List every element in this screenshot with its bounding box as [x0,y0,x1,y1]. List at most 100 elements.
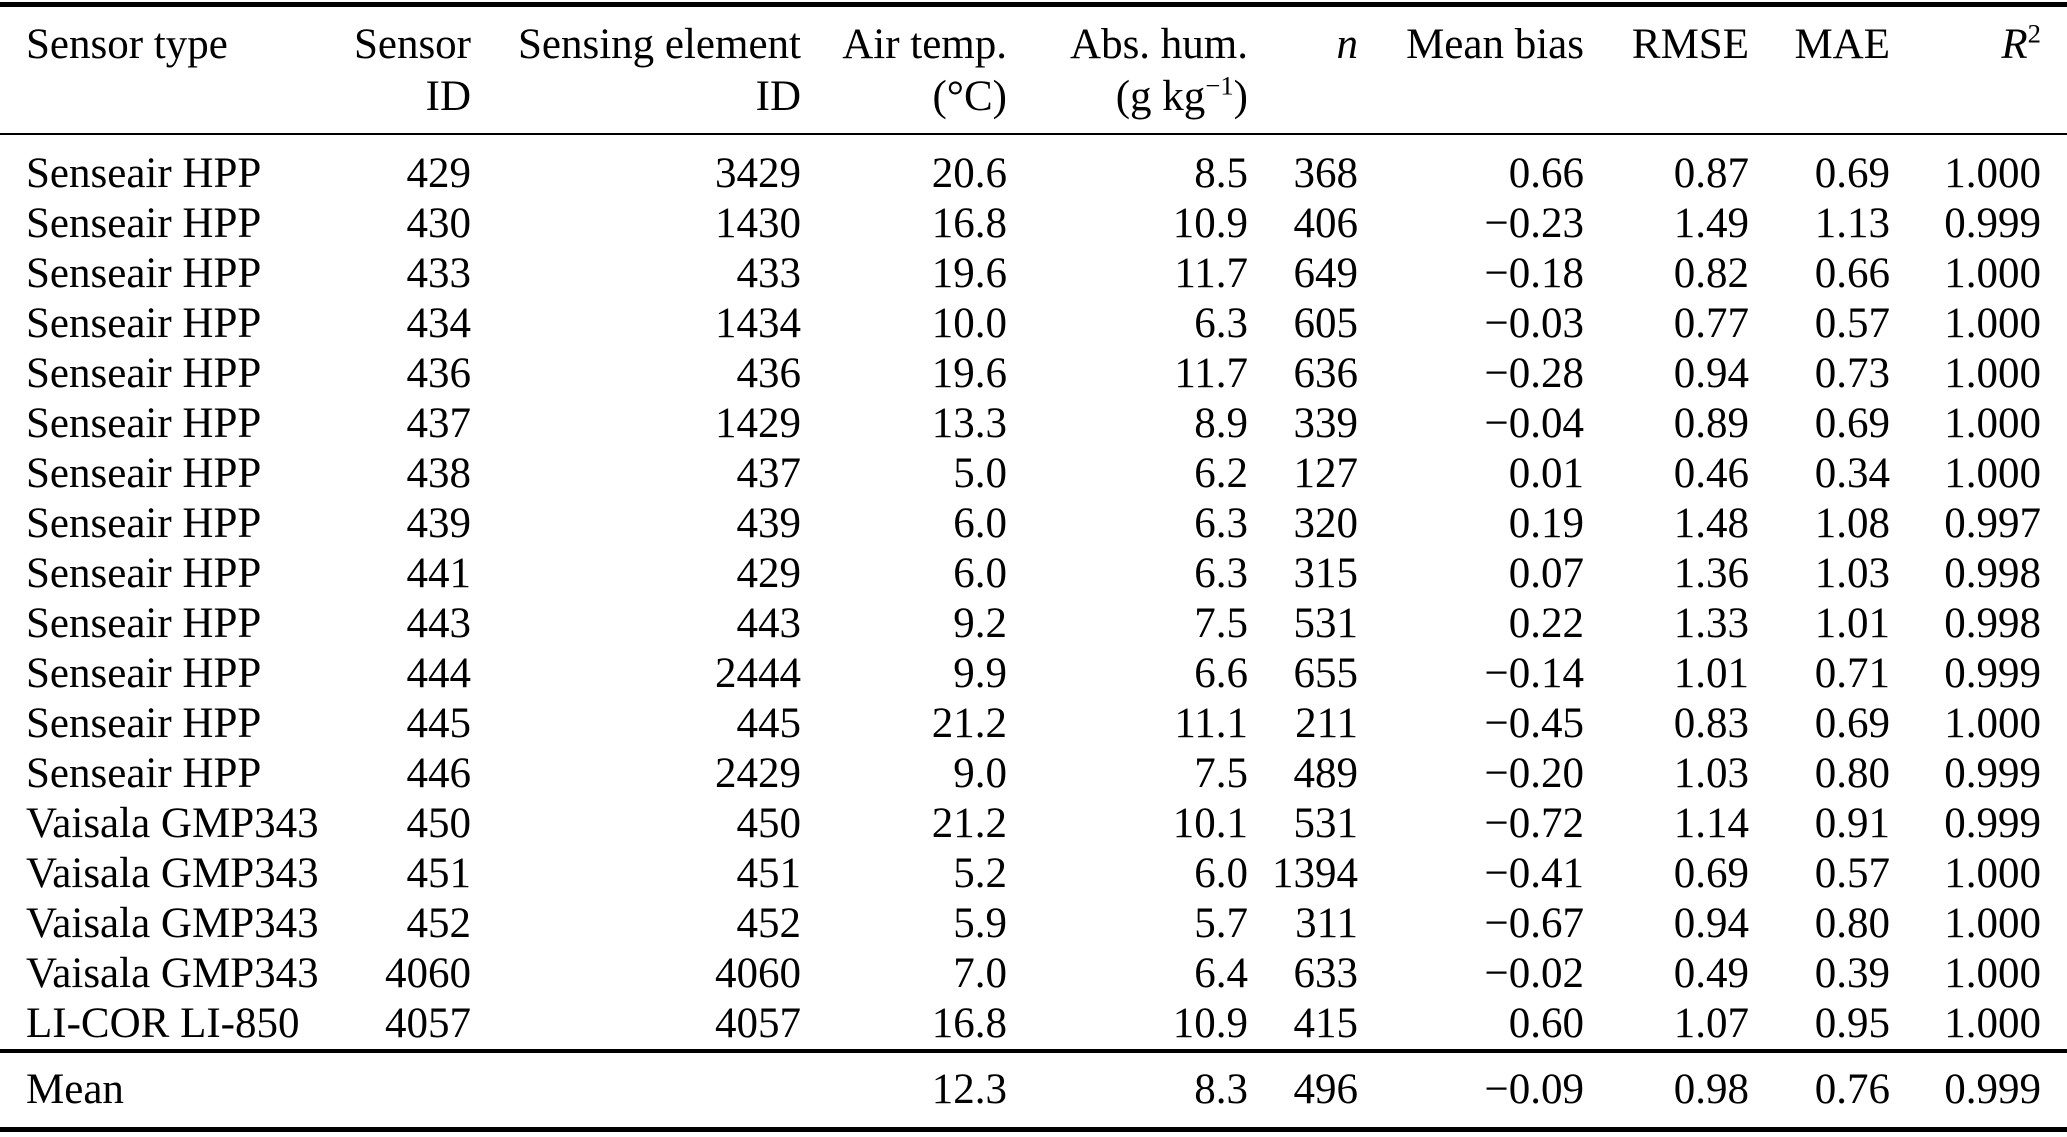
table-row: Senseair HPP 436 436 19.6 11.7 636 −0.28 0.94 0.… [0,349,2067,399]
cell-mean-bias: −0.09 [1358,1049,1584,1130]
cell-mae: 0.57 [1814,300,1890,347]
cell-sensor_type: Senseair HPP [26,200,262,247]
table-row: Vaisala GMP343 450 450 21.2 10.1 531 −0.72 1.14… [0,799,2067,849]
cell-air_temp: 19.6 [931,350,1007,397]
cell-abs_hum: 6.3 [1194,500,1248,547]
header-line1: R2 [1890,19,2041,71]
table-row: Senseair HPP 430 1430 16.8 10.9 406 −0.23 1.49 1… [0,199,2067,249]
cell-r2: 0.999 [1944,200,2041,247]
cell-air_temp: 9.0 [953,750,1007,797]
cell-mae: 0.39 [1814,950,1890,997]
cell-air_temp: 7.0 [953,950,1007,997]
cell-r2: 1.000 [1944,250,2041,297]
cell-mean_bias: 0.19 [1508,500,1584,547]
table-row: Senseair HPP 445 445 21.2 11.1 211 −0.45 0.83 0.… [0,699,2067,749]
header-line1: Abs. hum. [1070,21,1248,68]
cell-mean_bias: −0.02 [1484,950,1584,997]
cell-sensing_element_id: 1430 [715,200,801,247]
table-row: Senseair HPP 441 429 6.0 6.3 315 0.07 1.36 1.03 0… [0,549,2067,599]
cell-rmse: 1.49 [1673,200,1749,247]
cell-sensor_id: 430 [406,200,472,247]
header-line1: RMSE [1631,21,1749,68]
cell-n: 311 [1295,900,1358,947]
header-line1: Sensor type [26,21,228,68]
cell-sensing-element-id [471,1049,801,1130]
cell-rmse: 1.14 [1673,800,1749,847]
cell-mae: 0.66 [1814,250,1890,297]
cell-rmse: 1.48 [1673,500,1749,547]
cell-air_temp: 20.6 [931,150,1007,197]
table-row: Senseair HPP 443 443 9.2 7.5 531 0.22 1.33 1.01 0… [0,599,2067,649]
header-line1: Mean bias [1406,21,1584,68]
cell-sensing_element_id: 2444 [715,650,801,697]
cell-air_temp: 10.0 [931,300,1007,347]
cell-mae: 0.69 [1814,400,1890,447]
cell-sensing_element_id: 436 [736,350,802,397]
cell-abs_hum: 10.9 [1172,1000,1248,1047]
cell-r2: 0.999 [1944,800,2041,847]
cell-mean_bias: −0.41 [1484,850,1584,897]
cell-sensor_id: 4057 [385,1000,471,1047]
cell-rmse: 0.87 [1673,150,1749,197]
cell-air_temp: 5.9 [953,900,1007,947]
cell-sensor_type: Senseair HPP [26,750,262,797]
cell-r2: 1.000 [1944,700,2041,747]
table-row: Senseair HPP 439 439 6.0 6.3 320 0.19 1.48 1.08 0… [0,499,2067,549]
cell-mean_bias: 0.22 [1508,600,1584,647]
cell-sensor_type: Senseair HPP [26,150,262,197]
cell-n: 636 [1293,350,1359,397]
cell-sensing_element_id: 4057 [715,1000,801,1047]
cell-sensor_type: Senseair HPP [26,400,262,447]
table-footer: Mean 12.3 8.3 496 −0.09 0.98 0.76 0.999 [0,1049,2067,1130]
cell-sensing_element_id: 437 [736,450,802,497]
cell-n: 1394 [1272,850,1358,897]
cell-mean-label: Mean [0,1049,345,1130]
cell-abs_hum: 10.1 [1172,800,1248,847]
cell-r2: 0.999 [1944,750,2041,797]
cell-abs_hum: 8.9 [1194,400,1248,447]
col-header-sensing-element-id: Sensing element ID [471,4,801,135]
cell-r2: 0.997 [1944,500,2041,547]
cell-abs_hum: 6.0 [1194,850,1248,897]
cell-abs_hum: 6.2 [1194,450,1248,497]
cell-r2: 0.999 [1944,650,2041,697]
cell-mae: 1.01 [1814,600,1890,647]
cell-n: 320 [1293,500,1359,547]
cell-rmse: 0.49 [1673,950,1749,997]
header-line1: Air temp. [842,21,1007,68]
cell-sensing_element_id: 451 [736,850,802,897]
cell-sensor_type: Vaisala GMP343 [26,800,319,847]
cell-abs_hum: 11.7 [1174,250,1248,297]
cell-r2: 1.000 [1944,300,2041,347]
cell-air_temp: 6.0 [953,500,1007,547]
cell-sensor_type: Senseair HPP [26,700,262,747]
cell-abs_hum: 7.5 [1194,600,1248,647]
cell-rmse: 0.89 [1673,400,1749,447]
cell-rmse: 0.77 [1673,300,1749,347]
cell-sensor_type: Senseair HPP [26,600,262,647]
cell-r2: 1.000 [1944,900,2041,947]
cell-air_temp: 19.6 [931,250,1007,297]
cell-sensor_id: 441 [406,550,472,597]
cell-sensing_element_id: 4060 [715,950,801,997]
cell-rmse: 0.82 [1673,250,1749,297]
cell-abs-hum: 8.3 [1007,1049,1248,1130]
cell-n: 127 [1293,450,1359,497]
cell-r2: 1.000 [1944,1000,2041,1047]
cell-n: 415 [1293,1000,1359,1047]
cell-mae: 0.95 [1814,1000,1890,1047]
cell-n: 489 [1293,750,1359,797]
cell-sensor_type: Vaisala GMP343 [26,950,319,997]
col-header-sensor-type: Sensor type [0,4,345,135]
cell-air-temp: 12.3 [801,1049,1007,1130]
mean-row: Mean 12.3 8.3 496 −0.09 0.98 0.76 0.999 [0,1049,2067,1130]
cell-air_temp: 16.8 [931,200,1007,247]
cell-abs_hum: 6.3 [1194,550,1248,597]
cell-mean_bias: −0.14 [1484,650,1584,697]
header-line1: Sensing element [517,21,801,68]
table-header: Sensor type Sensor ID Sensing element ID… [0,4,2067,135]
cell-sensor_type: Vaisala GMP343 [26,850,319,897]
cell-abs_hum: 5.7 [1194,900,1248,947]
cell-air_temp: 6.0 [953,550,1007,597]
